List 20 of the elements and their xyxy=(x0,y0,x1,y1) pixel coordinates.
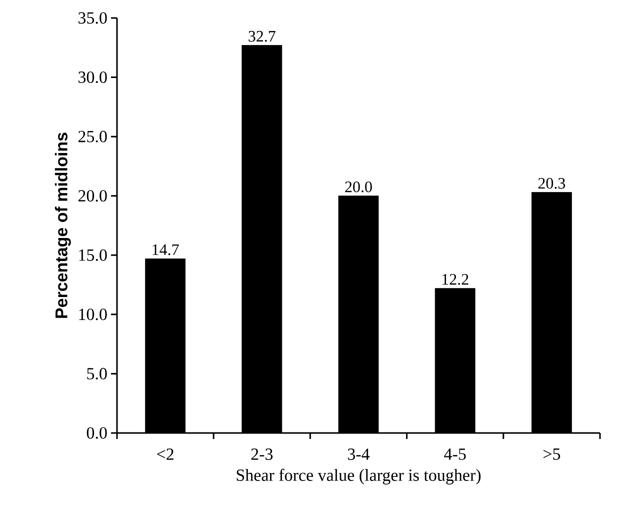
y-tick-label: 0.0 xyxy=(86,427,107,439)
y-tick-label: 15.0 xyxy=(79,249,107,261)
y-tick-label: 35.0 xyxy=(78,12,107,24)
data-label: 14.7 xyxy=(152,244,179,256)
x-tick-label: <2 xyxy=(157,448,174,460)
x-tick-label: >5 xyxy=(544,448,560,460)
y-tick-label: 20.0 xyxy=(78,190,107,202)
y-tick-label: 10.0 xyxy=(79,308,107,320)
x-axis-title: Shear force value (larger is tougher) xyxy=(236,468,481,484)
x-tick-label: 4-5 xyxy=(444,448,466,460)
x-tick-label: 2-3 xyxy=(251,448,273,460)
data-label: 32.7 xyxy=(248,30,276,42)
data-label: 12.2 xyxy=(442,274,468,285)
y-tick-label: 5.0 xyxy=(87,368,107,380)
y-axis-title: Percentage of midloins xyxy=(54,132,71,318)
y-tick-label: 25.0 xyxy=(78,130,107,142)
data-label: 20.3 xyxy=(538,178,566,189)
x-tick-label: 3-4 xyxy=(348,448,370,460)
data-label: 20.0 xyxy=(345,181,372,192)
y-tick-label: 30.0 xyxy=(78,72,107,84)
